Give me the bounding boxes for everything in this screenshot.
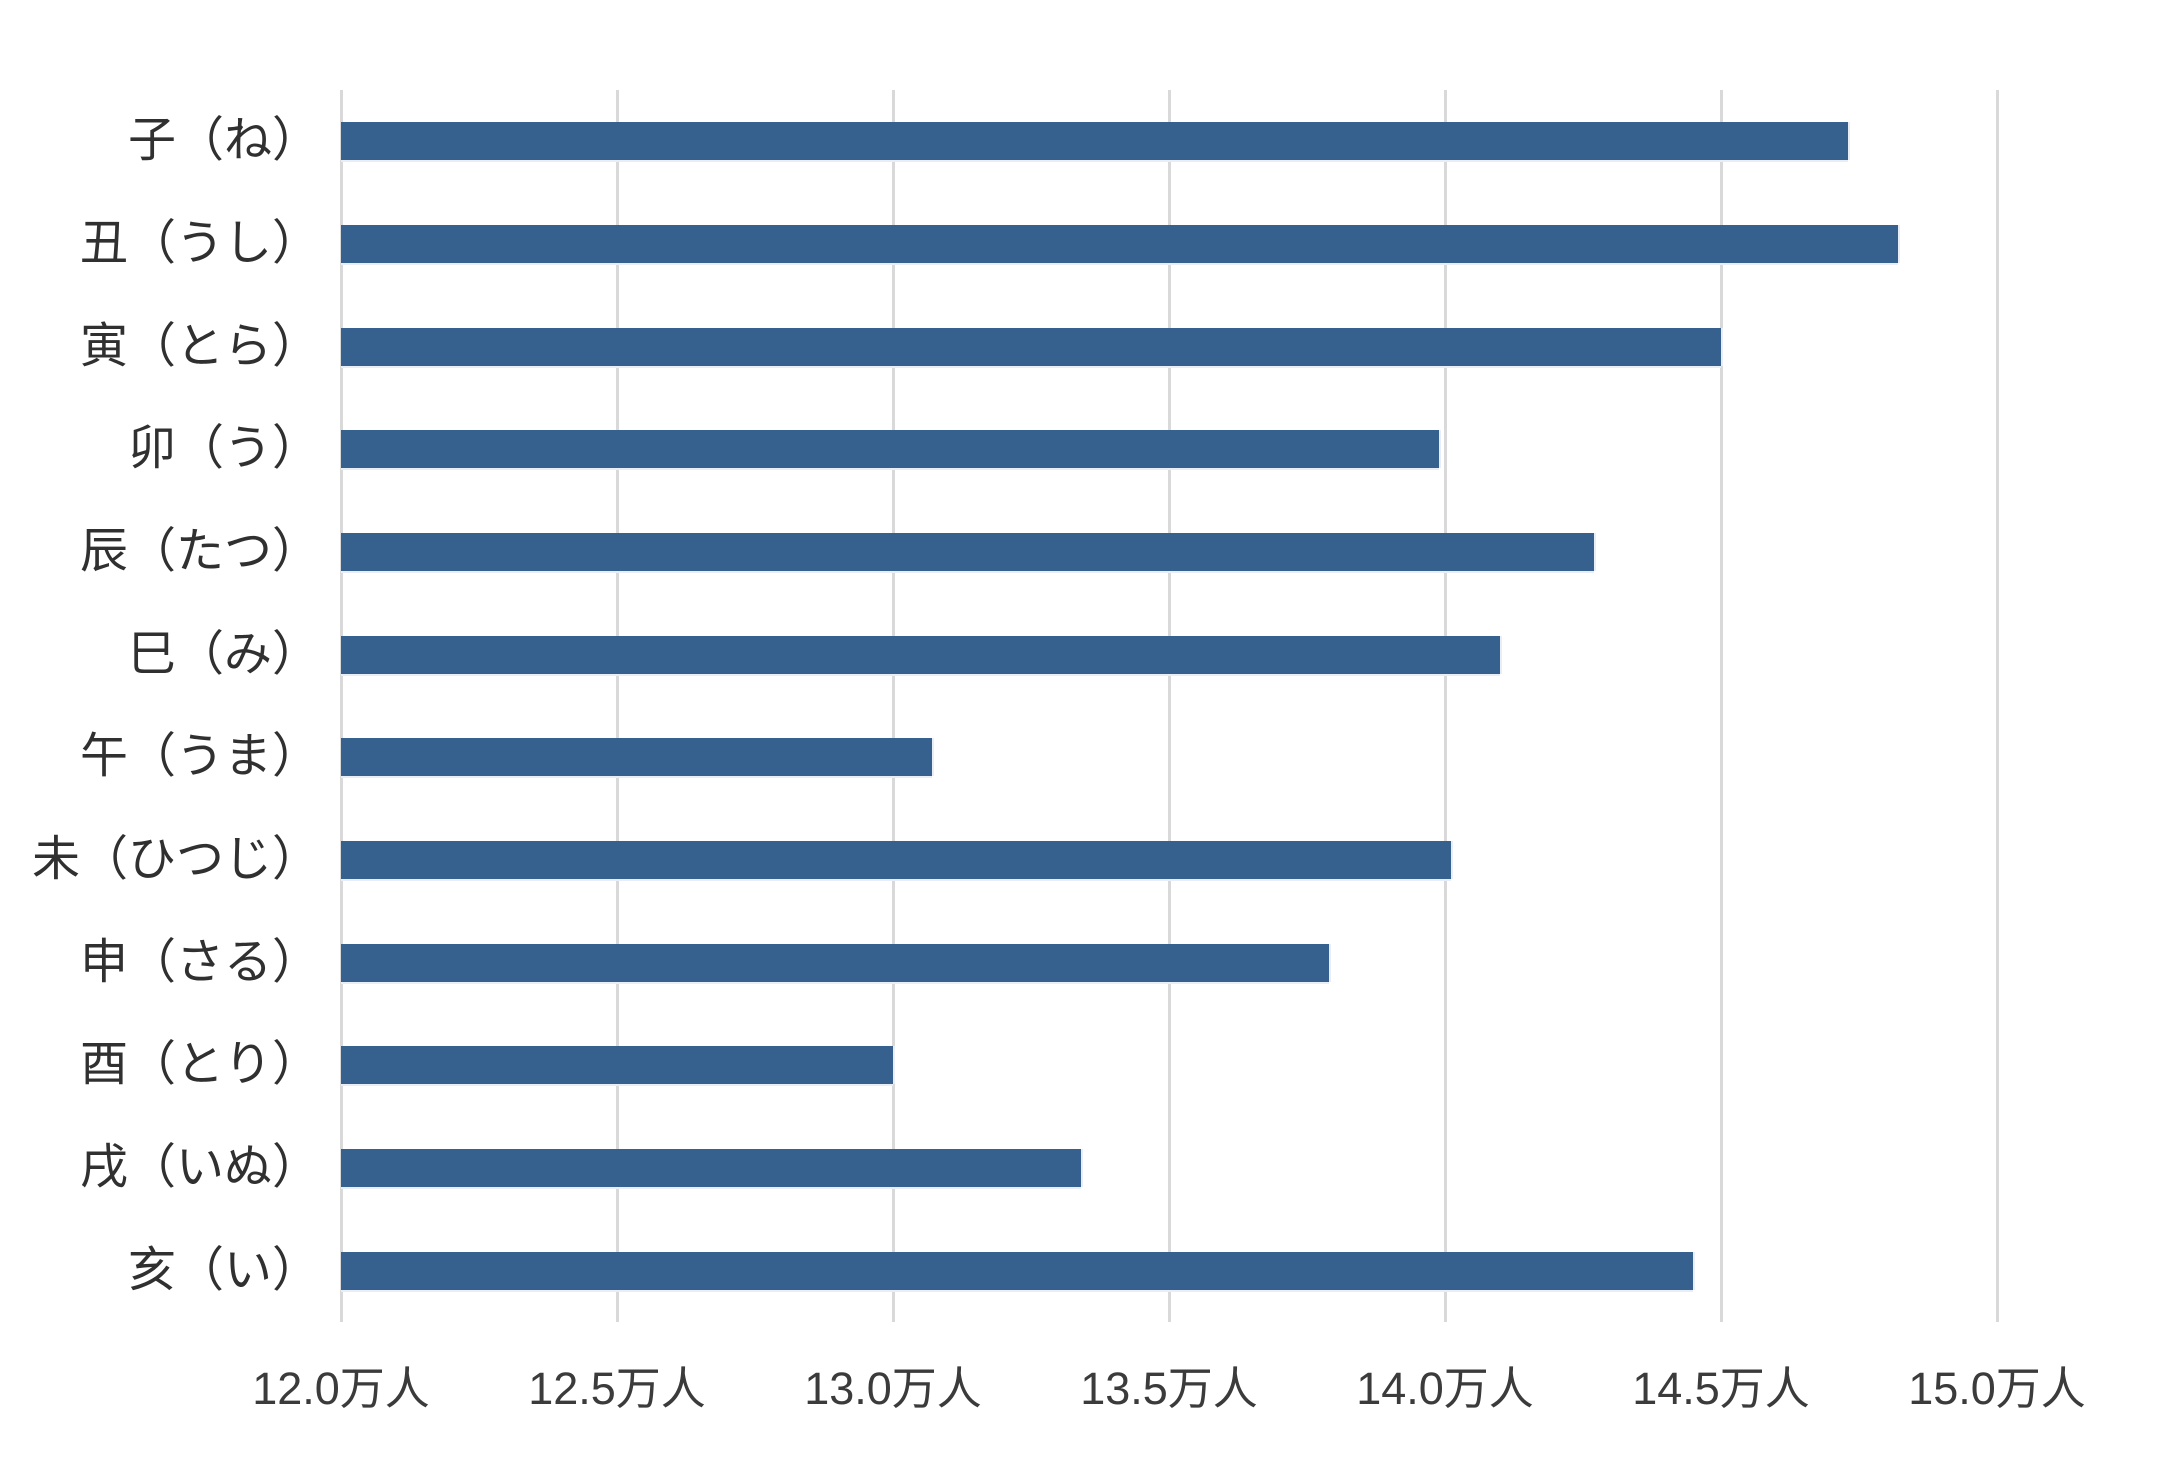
gridline <box>1720 90 1723 1322</box>
bar <box>341 430 1440 469</box>
bar <box>341 1046 893 1085</box>
category-label: 寅（とら） <box>79 319 320 373</box>
gridline <box>1996 90 1999 1322</box>
gridline <box>1168 90 1171 1322</box>
category-label: 子（ね） <box>127 114 320 168</box>
bar <box>341 225 1898 263</box>
gridline <box>892 90 895 1322</box>
x-tick-label: 12.5万人 <box>528 1363 706 1414</box>
category-label: 未（ひつじ） <box>31 833 320 886</box>
gridline <box>340 90 343 1322</box>
x-tick-label: 13.0万人 <box>804 1363 982 1414</box>
x-tick-label: 15.0万人 <box>1908 1363 2086 1414</box>
category-label: 亥（い） <box>127 1243 320 1297</box>
bar <box>341 1149 1081 1187</box>
category-label: 卯（う） <box>127 422 320 476</box>
bar <box>341 327 1721 366</box>
category-label: 丑（うし） <box>79 217 320 270</box>
bar <box>341 943 1330 982</box>
bar <box>341 841 1451 879</box>
gridline <box>1444 90 1447 1322</box>
category-label: 巳（み） <box>127 627 320 681</box>
category-label: 申（さる） <box>79 935 320 989</box>
x-tick-label: 12.0万人 <box>252 1363 430 1414</box>
bar <box>341 122 1848 161</box>
gridline <box>616 90 619 1322</box>
x-tick-label: 14.0万人 <box>1356 1363 1534 1414</box>
category-label: 酉（とり） <box>79 1038 320 1092</box>
bar <box>341 738 932 777</box>
category-label: 戌（いぬ） <box>79 1141 320 1194</box>
bar <box>341 635 1501 674</box>
bar <box>341 533 1595 571</box>
category-label: 辰（たつ） <box>79 525 320 578</box>
plot-area <box>340 90 2161 1322</box>
bar <box>341 1251 1694 1290</box>
x-tick-label: 14.5万人 <box>1632 1363 1810 1414</box>
x-tick-label: 13.5万人 <box>1080 1363 1258 1414</box>
category-label: 午（うま） <box>79 730 320 784</box>
